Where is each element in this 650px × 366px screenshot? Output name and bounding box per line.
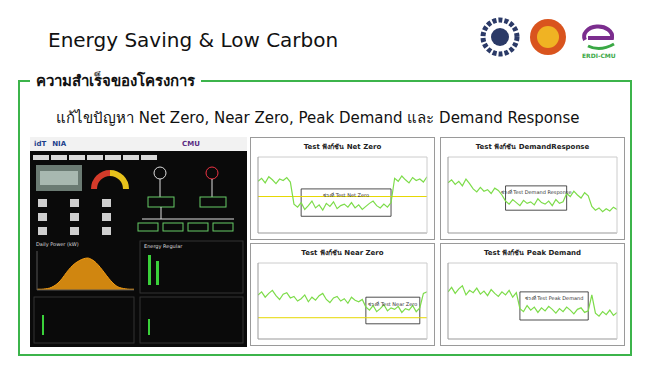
html-text:Energy Saving & Low Carbon: Energy Saving & Low Carbon	[48, 28, 339, 52]
svg-text:ช่วงที่ Test Peak Demand: ช่วงที่ Test Peak Demand	[525, 295, 584, 301]
html-text:idT: idT	[34, 140, 47, 148]
html-text:ความสำเร็จของโครงการ: ความสำเร็จของโครงการ	[36, 72, 195, 90]
html-text:Energy Regular: Energy Regular	[144, 243, 183, 249]
svg-text:ช่วงที่ Test Demand Response: ช่วงที่ Test Demand Response	[501, 189, 572, 196]
html-text:CMU: CMU	[182, 140, 200, 148]
html-text:Test ฟังก์ชัน Net Zero: Test ฟังก์ชัน Net Zero	[303, 143, 382, 151]
html-text:Test ฟังก์ชัน Peak Demand: Test ฟังก์ชัน Peak Demand	[483, 249, 582, 257]
html-text:ERDI-CMU: ERDI-CMU	[582, 52, 616, 59]
html-text:Test ฟังก์ชัน DemandResponse: Test ฟังก์ชัน DemandResponse	[475, 143, 590, 151]
svg-text:ช่วงที่ Test Near Zero: ช่วงที่ Test Near Zero	[368, 301, 417, 307]
html-text:Test ฟังก์ชัน Near Zero: Test ฟังก์ชัน Near Zero	[301, 249, 384, 257]
html-text:Daily Power (kW): Daily Power (kW)	[36, 241, 79, 247]
svg-text:ช่วงที่ Test Net Zero: ช่วงที่ Test Net Zero	[323, 192, 369, 198]
html-text:NIA: NIA	[52, 140, 67, 148]
html-text:แก้ไขปัญหา Net Zero, Near Zero: แก้ไขปัญหา Net Zero, Near Zero, Peak Dem…	[56, 109, 580, 127]
